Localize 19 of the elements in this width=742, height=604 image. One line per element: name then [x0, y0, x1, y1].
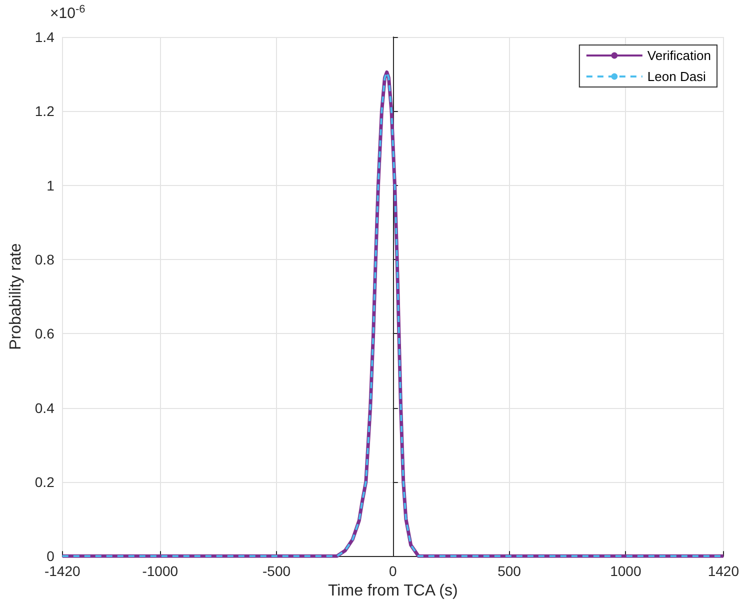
legend-label: Verification: [647, 48, 712, 63]
y-tick-label: 0.2: [34, 474, 55, 490]
x-axis-title: Time from TCA (s): [328, 582, 458, 600]
x-tick-label: -500: [262, 563, 291, 580]
y-tick-label: 0: [46, 548, 55, 564]
legend-label: Leon Dasi: [647, 69, 706, 84]
x-tick-label: 1420: [708, 563, 740, 580]
y-axis-title: Probability rate: [8, 243, 24, 350]
x-tick-label: -1000: [142, 563, 178, 580]
y-tick-label: 1.4: [34, 29, 55, 45]
y-tick-label: 1: [46, 177, 55, 194]
x-tick-label: 500: [498, 563, 522, 580]
y-tick-label: 0.6: [34, 326, 55, 342]
y-tick-label: 0.8: [34, 251, 55, 268]
x-tick-label: -1420: [44, 563, 80, 580]
x-tick-label: 1000: [610, 563, 642, 580]
y-tick-label: 1.2: [34, 103, 55, 120]
y-tick-label: 0.4: [34, 400, 55, 416]
x-tick-label: 0: [388, 563, 397, 580]
